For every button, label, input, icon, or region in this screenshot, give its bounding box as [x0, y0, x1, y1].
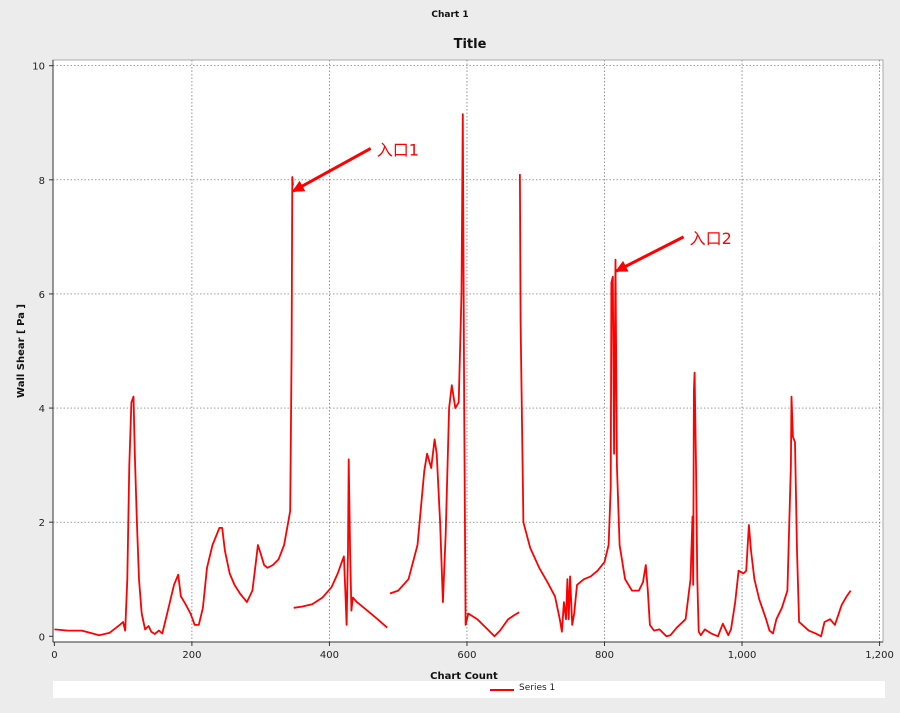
- x-tick-label: 800: [595, 650, 614, 661]
- x-tick-label: 1,200: [865, 650, 894, 661]
- window-title: Chart 1: [431, 10, 469, 20]
- x-tick-label: 1,000: [728, 650, 757, 661]
- annotations: 入口1 入口2: [291, 140, 732, 273]
- y-tick-label: 4: [39, 404, 45, 415]
- y-tick-label: 10: [32, 62, 45, 73]
- x-tick-label: 200: [182, 650, 201, 661]
- series-line: [519, 174, 852, 638]
- x-tick-label: 600: [457, 650, 476, 661]
- axes: [49, 59, 884, 646]
- series-line: [293, 458, 388, 629]
- x-tick-label: 400: [320, 650, 339, 661]
- annotation-arrow: [615, 235, 685, 273]
- y-tick-label: 2: [39, 518, 45, 529]
- annotation-label: 入口1: [377, 140, 419, 159]
- series-group: [54, 113, 852, 638]
- annotation-arrow: [291, 147, 372, 193]
- legend-label: Series 1: [519, 683, 556, 693]
- series-line: [389, 113, 520, 638]
- y-tick-label: 8: [39, 176, 45, 187]
- legend: Series 1: [53, 681, 885, 698]
- legend-swatch: [490, 689, 514, 691]
- y-tick-label: 0: [39, 632, 45, 643]
- y-tick-label: 6: [39, 290, 45, 301]
- y-axis-label: Wall Shear [ Pa ]: [16, 304, 27, 398]
- chart-title: Title: [453, 37, 487, 52]
- series-line: [54, 176, 294, 637]
- annotation-label: 入口2: [690, 229, 732, 248]
- plot-area: [53, 60, 883, 642]
- grid-lines: [53, 60, 883, 642]
- x-axis-label: Chart Count: [430, 671, 498, 682]
- x-tick-label: 0: [51, 650, 57, 661]
- tick-labels: 0 200 400 600 800 1,000 1,200 0 2 4 6 8 10: [32, 62, 894, 661]
